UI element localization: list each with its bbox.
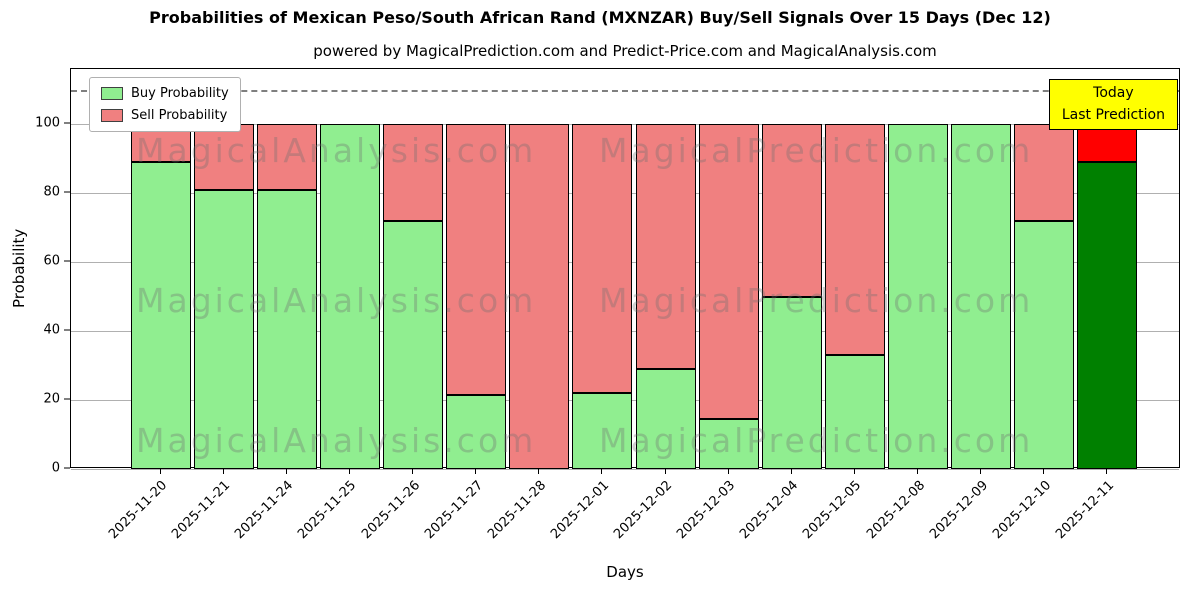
x-tick-mark bbox=[222, 469, 224, 474]
y-tick-label: 60 bbox=[43, 253, 60, 269]
legend-swatch bbox=[101, 87, 123, 100]
legend-item-label: Buy Probability bbox=[131, 86, 229, 101]
x-tick-mark bbox=[285, 469, 287, 474]
x-tick-label: 2025-12-05 bbox=[800, 478, 865, 543]
chart-subtitle: powered by MagicalPrediction.com and Pre… bbox=[313, 42, 937, 60]
x-tick-mark bbox=[538, 469, 540, 474]
bar-buy-segment bbox=[1077, 162, 1138, 469]
y-tick-label: 100 bbox=[35, 115, 60, 131]
x-axis-label: Days bbox=[606, 563, 644, 581]
gridline bbox=[71, 469, 1179, 470]
chart-title: Probabilities of Mexican Peso/South Afri… bbox=[149, 8, 1051, 27]
bar-buy-segment bbox=[761, 296, 822, 469]
legend-item: Buy Probability bbox=[101, 86, 229, 101]
x-tick-label: 2025-11-28 bbox=[484, 478, 549, 543]
x-tick-mark bbox=[853, 469, 855, 474]
bar-sell-segment bbox=[509, 124, 570, 469]
bar-sell-segment bbox=[383, 124, 444, 221]
bar-sell-segment bbox=[635, 124, 696, 369]
x-tick-mark bbox=[475, 469, 477, 474]
x-tick-label: 2025-11-26 bbox=[358, 478, 423, 543]
x-tick-label: 2025-11-24 bbox=[232, 478, 297, 543]
x-tick-label: 2025-12-09 bbox=[926, 478, 991, 543]
x-tick-mark bbox=[1106, 469, 1108, 474]
bar-buy-segment bbox=[383, 220, 444, 469]
y-tick-mark bbox=[64, 329, 70, 331]
x-tick-mark bbox=[159, 469, 161, 474]
threshold-dashed-line bbox=[71, 89, 1179, 92]
annotation-line-2: Last Prediction bbox=[1061, 106, 1165, 123]
bar-buy-segment bbox=[446, 394, 507, 469]
y-tick-mark bbox=[64, 260, 70, 262]
x-tick-mark bbox=[664, 469, 666, 474]
y-tick-label: 80 bbox=[43, 184, 60, 200]
bar-buy-segment bbox=[951, 124, 1012, 469]
plot-area: Buy Probability Sell Probability Today La… bbox=[70, 68, 1180, 470]
x-tick-mark bbox=[412, 469, 414, 474]
bar-sell-segment bbox=[446, 124, 507, 395]
x-tick-label: 2025-11-21 bbox=[169, 478, 234, 543]
chart-legend: Buy Probability Sell Probability bbox=[89, 77, 241, 132]
x-tick-mark bbox=[348, 469, 350, 474]
bar-sell-segment bbox=[193, 124, 254, 190]
y-tick-label: 20 bbox=[43, 391, 60, 407]
bar-buy-segment bbox=[824, 355, 885, 469]
x-tick-label: 2025-12-02 bbox=[611, 478, 676, 543]
today-annotation: Today Last Prediction bbox=[1048, 79, 1178, 131]
bar-sell-segment bbox=[1014, 124, 1075, 221]
x-tick-label: 2025-12-10 bbox=[989, 478, 1054, 543]
bar-buy-segment bbox=[1014, 220, 1075, 469]
legend-item: Sell Probability bbox=[101, 108, 229, 123]
x-tick-mark bbox=[980, 469, 982, 474]
legend-item-label: Sell Probability bbox=[131, 108, 228, 123]
legend-swatch bbox=[101, 109, 123, 122]
bar-sell-segment bbox=[572, 124, 633, 394]
x-tick-mark bbox=[917, 469, 919, 474]
bar-sell-segment bbox=[824, 124, 885, 356]
y-axis-label: Probability bbox=[10, 228, 28, 308]
bar-buy-segment bbox=[193, 189, 254, 469]
bar-buy-segment bbox=[256, 189, 317, 469]
bar-buy-segment bbox=[635, 369, 696, 469]
x-tick-label: 2025-11-27 bbox=[421, 478, 486, 543]
x-tick-mark bbox=[1043, 469, 1045, 474]
bar-buy-segment bbox=[888, 124, 949, 469]
x-tick-label: 2025-12-11 bbox=[1053, 478, 1118, 543]
bar-buy-segment bbox=[130, 162, 191, 469]
x-tick-label: 2025-12-03 bbox=[674, 478, 739, 543]
bar-sell-segment bbox=[256, 124, 317, 190]
x-tick-label: 2025-11-25 bbox=[295, 478, 360, 543]
annotation-line-1: Today bbox=[1093, 85, 1134, 101]
bar-buy-segment bbox=[319, 124, 380, 469]
y-tick-mark bbox=[64, 122, 70, 124]
x-tick-mark bbox=[601, 469, 603, 474]
bar-sell-segment bbox=[761, 124, 822, 297]
x-tick-mark bbox=[790, 469, 792, 474]
x-tick-label: 2025-12-04 bbox=[737, 478, 802, 543]
bar-buy-segment bbox=[698, 419, 759, 469]
bar-sell-segment bbox=[1077, 124, 1138, 163]
y-tick-mark bbox=[64, 191, 70, 193]
bar-sell-segment bbox=[698, 124, 759, 419]
y-tick-mark bbox=[64, 467, 70, 469]
y-tick-label: 0 bbox=[51, 460, 60, 476]
x-tick-label: 2025-12-01 bbox=[548, 478, 613, 543]
y-tick-mark bbox=[64, 398, 70, 400]
y-tick-label: 40 bbox=[43, 322, 60, 338]
bar-buy-segment bbox=[572, 393, 633, 469]
x-tick-mark bbox=[727, 469, 729, 474]
x-tick-label: 2025-11-20 bbox=[106, 478, 171, 543]
x-tick-label: 2025-12-08 bbox=[863, 478, 928, 543]
